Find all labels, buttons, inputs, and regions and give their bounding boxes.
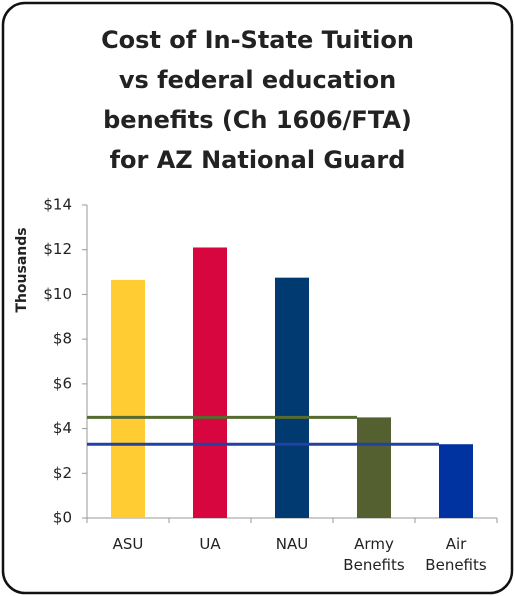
y-tick-label: $12	[43, 240, 72, 258]
y-tick-label: $4	[53, 419, 72, 437]
y-tick-label: $10	[43, 285, 72, 303]
x-tick-label: Air Benefits	[425, 535, 487, 574]
bar	[357, 417, 391, 518]
bar	[275, 277, 309, 518]
y-tick-label: $6	[53, 374, 72, 392]
x-tick-label: NAU	[275, 535, 309, 553]
y-axis-label: Thousands	[14, 227, 30, 312]
y-tick-label: $14	[43, 196, 72, 214]
y-tick-label: $0	[53, 509, 72, 527]
y-tick-label: $8	[53, 330, 72, 348]
bar	[193, 247, 227, 518]
bar	[111, 279, 145, 518]
x-tick-label: Army Benefits	[343, 535, 405, 574]
y-tick-label: $2	[53, 464, 72, 482]
chart-title: Cost of In-State Tuition vs federal educ…	[101, 26, 414, 174]
x-tick-label: ASU	[112, 535, 144, 553]
bar	[439, 444, 473, 518]
x-tick-label: UA	[199, 535, 221, 553]
